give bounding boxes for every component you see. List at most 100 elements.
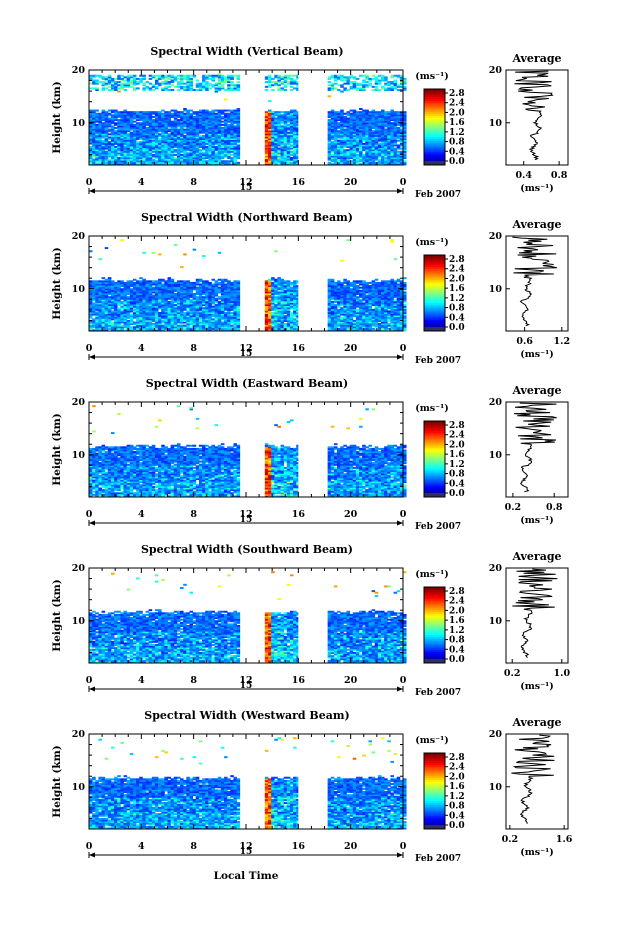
- colorbar-segment: [424, 489, 445, 492]
- colorbar-segment: [424, 277, 445, 281]
- colorbar-segment: [424, 785, 445, 788]
- colorbar-tick-label: 0.4: [449, 479, 465, 489]
- colorbar-segment: [424, 644, 445, 647]
- colorbar-segment: [424, 472, 445, 475]
- colorbar-segment: [424, 421, 445, 424]
- colorbar-segment: [424, 617, 445, 620]
- x-tick-label: 12: [239, 841, 252, 852]
- colorbar-segment: [424, 632, 445, 635]
- average-frame: [505, 69, 569, 166]
- colorbar-segment: [424, 142, 445, 145]
- colorbar-segment: [424, 428, 445, 431]
- colorbar-segment: [424, 102, 445, 105]
- colorbar-tick-label: 2.4: [449, 265, 465, 275]
- average-profile: Average 20 10 0.6 1.2(ms⁻¹): [489, 218, 570, 360]
- colorbar-segment: [424, 140, 445, 143]
- colorbar-tick-label: 1.2: [449, 626, 465, 636]
- colorbar-segment: [424, 457, 445, 460]
- panel-3: Spectral Width (Southward Beam) 20 10 Heigh…: [51, 543, 570, 698]
- y-axis-label: Height (km): [51, 81, 63, 153]
- colorbar: 2.82.42.01.61.20.80.40.0: [423, 752, 465, 831]
- colorbar-frame: [423, 254, 446, 332]
- colorbar-segment: [424, 89, 445, 92]
- x-tick-label: 0: [86, 343, 93, 354]
- colorbar-tick-label: 2.8: [449, 89, 465, 99]
- colorbar-segment: [424, 136, 445, 139]
- colorbar-tick-label: 1.2: [449, 128, 465, 138]
- day-label: 15: [240, 681, 253, 691]
- colorbar-segment: [424, 281, 445, 284]
- x-tick-label: 4: [138, 841, 145, 852]
- colorbar-segment: [424, 811, 445, 815]
- colorbar-segment: [424, 792, 445, 796]
- x-tick-label: 4: [138, 509, 145, 520]
- colorbar-segment: [424, 756, 445, 760]
- colorbar-segment: [424, 587, 445, 590]
- colorbar-unit: (ms⁻¹): [415, 569, 449, 580]
- average-title: Average: [511, 550, 561, 563]
- colorbar-tick-label: 1.2: [449, 460, 465, 470]
- average-profile-line: [514, 70, 554, 161]
- y-tick-label: 20: [72, 65, 86, 76]
- colorbar-segment: [424, 754, 445, 758]
- colorbar-tick-label: 0.0: [449, 157, 465, 167]
- colorbar-segment: [424, 274, 445, 277]
- colorbar-tick-label: 2.4: [449, 99, 465, 109]
- colorbar-segment: [424, 625, 445, 628]
- x-tick-label: 4: [138, 675, 145, 686]
- colorbar-segment: [424, 802, 445, 805]
- data-gap-0: [240, 402, 265, 497]
- data-gap-1: [298, 568, 328, 663]
- x-tick-label: 8: [190, 343, 197, 354]
- colorbar-segment: [424, 800, 445, 803]
- average-x-tick-label: 0.2: [502, 834, 519, 845]
- colorbar-segment: [424, 638, 445, 641]
- average-y-tick-label: 20: [489, 729, 503, 740]
- average-x-label: (ms⁻¹): [520, 681, 554, 692]
- colorbar-segment: [424, 146, 445, 149]
- colorbar-segment: [424, 817, 445, 820]
- colorbar-segment: [424, 476, 445, 479]
- colorbar-segment: [424, 588, 445, 592]
- colorbar-segment: [424, 430, 445, 433]
- colorbar-tick-label: 0.8: [449, 304, 465, 314]
- colorbar-segment: [424, 325, 445, 328]
- colorbar-tick-label: 1.6: [449, 450, 465, 460]
- colorbar-segment: [424, 753, 445, 756]
- colorbar-segment: [424, 275, 445, 279]
- colorbar-tick-label: 0.8: [449, 636, 465, 646]
- colorbar-segment: [424, 298, 445, 302]
- colorbar-segment: [424, 487, 445, 490]
- average-x-label: (ms⁻¹): [520, 847, 554, 858]
- average-x-label: (ms⁻¹): [520, 515, 554, 526]
- colorbar-segment: [424, 640, 445, 643]
- x-tick-label: 16: [292, 841, 306, 852]
- colorbar-segment: [424, 606, 445, 609]
- colorbar-segment: [424, 453, 445, 456]
- colorbar-segment: [424, 441, 445, 445]
- colorbar-segment: [424, 810, 445, 813]
- average-y-tick-label: 10: [489, 284, 503, 295]
- panel-title: Spectral Width (Westward Beam): [144, 709, 349, 722]
- panel-0: Spectral Width (Vertical Beam) 20 10 Height…: [51, 45, 569, 200]
- average-x-tick-label: 0.2: [505, 502, 522, 513]
- colorbar-segment: [424, 630, 445, 634]
- colorbar-unit: (ms⁻¹): [415, 403, 449, 414]
- colorbar-segment: [424, 90, 445, 94]
- colorbar-segment: [424, 266, 445, 269]
- colorbar-segment: [424, 92, 445, 96]
- colorbar-segment: [424, 130, 445, 134]
- average-y-tick-label: 10: [489, 450, 503, 461]
- colorbar-segment: [424, 264, 445, 267]
- x-tick-label: 12: [239, 177, 252, 188]
- colorbar-segment: [424, 491, 445, 494]
- colorbar-segment: [424, 642, 445, 645]
- colorbar-segment: [424, 459, 445, 462]
- colorbar-segment: [424, 777, 445, 781]
- average-x-tick-label: 1.0: [554, 668, 571, 679]
- day-axis-arrow-right: [397, 686, 403, 692]
- colorbar-segment: [424, 255, 445, 258]
- panel-title: Spectral Width (Eastward Beam): [146, 377, 348, 390]
- colorbar-segment: [424, 262, 445, 265]
- colorbar-tick-label: 0.8: [449, 802, 465, 812]
